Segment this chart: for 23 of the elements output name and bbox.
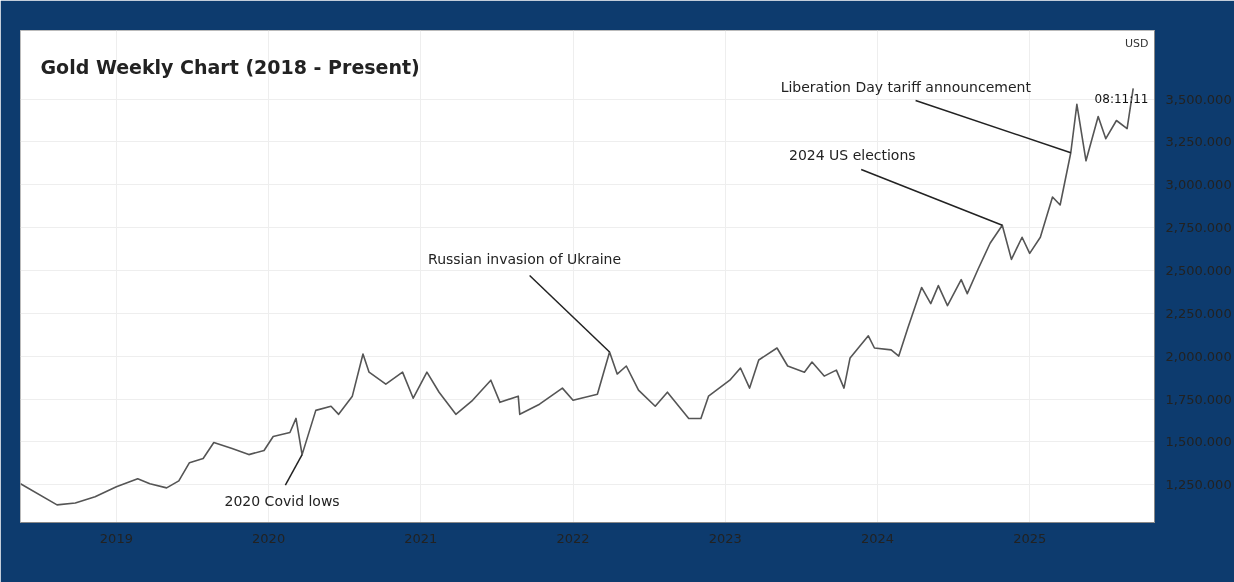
y-tick-label: 3,250.000: [1165, 134, 1232, 150]
annotation: 2024 US elections: [788, 147, 916, 164]
annotation: Liberation Day tariff announcement: [780, 78, 1032, 95]
y-tick-label: 3,000.000: [1165, 177, 1232, 193]
y-tick-label: 3,500.000: [1165, 91, 1232, 107]
y-tick-label: 2,750.000: [1165, 220, 1232, 236]
x-tick-label: 2020: [252, 530, 286, 546]
y-tick-label: 2,250.000: [1165, 305, 1232, 321]
annotation: Russian invasion of Ukraine: [428, 250, 622, 267]
x-tick-label: 2024: [860, 530, 895, 546]
x-tick-label: 2023: [708, 530, 742, 546]
x-tick-label: 2025: [1013, 530, 1047, 546]
y-tick-label: 1,250.000: [1165, 477, 1232, 493]
annotation: 2020 Covid lows: [224, 492, 340, 509]
x-tick-label: 2019: [99, 530, 133, 546]
text: Gold Weekly Chart (2018 - Present): [40, 55, 420, 78]
y-tick-label: 2,500.000: [1165, 263, 1232, 278]
y-tick-label: 2,000.000: [1165, 348, 1232, 364]
x-tick-label: 2022: [556, 530, 590, 546]
x-tick-label: 2021: [404, 530, 438, 546]
y-axis-title: USD: [1125, 36, 1149, 50]
y-tick-label: 1,500.000: [1165, 434, 1232, 450]
y-tick-label: 1,750.000: [1165, 391, 1232, 407]
